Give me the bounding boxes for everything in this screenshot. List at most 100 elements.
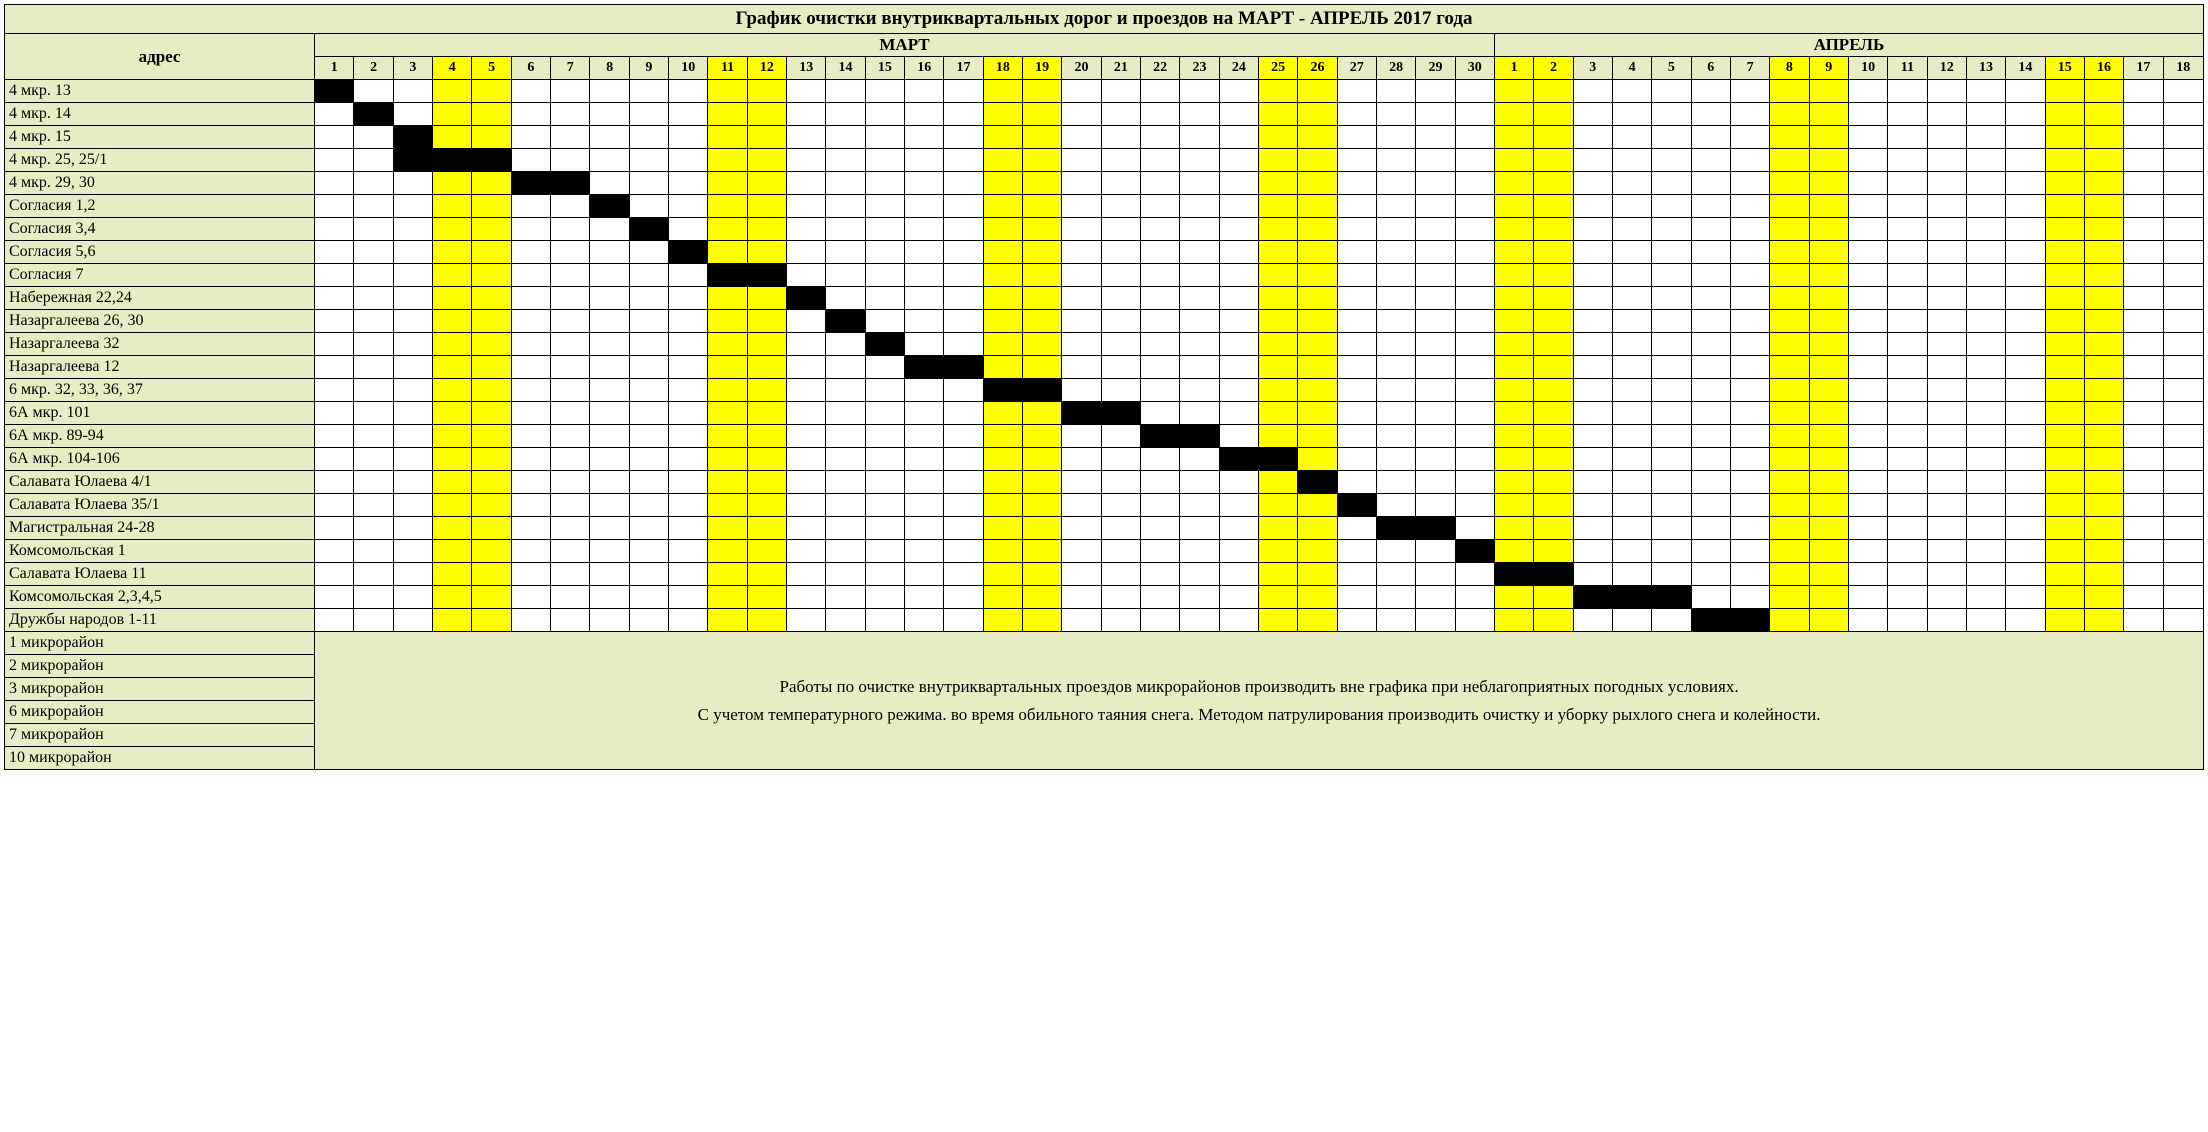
table-row: 6А мкр. 104-106 xyxy=(5,448,2204,471)
day-header: 12 xyxy=(1927,57,1966,80)
day-header: 6 xyxy=(511,57,550,80)
table-row: 4 мкр. 15 xyxy=(5,126,2204,149)
address-cell: 6 микрорайон xyxy=(5,701,315,724)
day-header: 4 xyxy=(433,57,472,80)
table-row: Согласия 5,6 xyxy=(5,241,2204,264)
day-header: 1 xyxy=(315,57,354,80)
day-header: 12 xyxy=(747,57,786,80)
address-cell: Согласия 1,2 xyxy=(5,195,315,218)
address-cell: Назаргалеева 26, 30 xyxy=(5,310,315,333)
address-cell: Салавата Юлаева 4/1 xyxy=(5,471,315,494)
table-row: Комсомольская 1 xyxy=(5,540,2204,563)
day-header: 14 xyxy=(2006,57,2045,80)
cleaning-schedule-table: График очистки внутриквартальных дорог и… xyxy=(4,4,2204,770)
day-header: 13 xyxy=(1966,57,2005,80)
table-row: Назаргалеева 26, 30 xyxy=(5,310,2204,333)
table-row: Салавата Юлаева 4/1 xyxy=(5,471,2204,494)
day-header: 27 xyxy=(1337,57,1376,80)
day-header: 25 xyxy=(1258,57,1297,80)
day-header: 7 xyxy=(551,57,590,80)
table-row: 4 мкр. 13 xyxy=(5,80,2204,103)
day-header: 21 xyxy=(1101,57,1140,80)
day-header: 3 xyxy=(1573,57,1612,80)
day-header: 28 xyxy=(1376,57,1415,80)
day-header: 13 xyxy=(787,57,826,80)
table-row: 4 мкр. 29, 30 xyxy=(5,172,2204,195)
address-cell: Салавата Юлаева 35/1 xyxy=(5,494,315,517)
table-row: 6 мкр. 32, 33, 36, 37 xyxy=(5,379,2204,402)
address-cell: 4 мкр. 15 xyxy=(5,126,315,149)
day-header: 24 xyxy=(1219,57,1258,80)
address-cell: 6А мкр. 89-94 xyxy=(5,425,315,448)
table-row: 6А мкр. 89-94 xyxy=(5,425,2204,448)
address-cell: Комсомольская 2,3,4,5 xyxy=(5,586,315,609)
address-cell: 6А мкр. 101 xyxy=(5,402,315,425)
day-header: 23 xyxy=(1180,57,1219,80)
address-cell: 6 мкр. 32, 33, 36, 37 xyxy=(5,379,315,402)
month-header-april: АПРЕЛЬ xyxy=(1494,34,2203,57)
address-cell: Дружбы народов 1-11 xyxy=(5,609,315,632)
address-cell: 1 микрорайон xyxy=(5,632,315,655)
day-header: 1 xyxy=(1494,57,1533,80)
table-row: Согласия 3,4 xyxy=(5,218,2204,241)
address-cell: 3 микрорайон xyxy=(5,678,315,701)
day-header: 20 xyxy=(1062,57,1101,80)
table-row: Согласия 1,2 xyxy=(5,195,2204,218)
day-header: 7 xyxy=(1730,57,1769,80)
day-header: 4 xyxy=(1612,57,1651,80)
address-cell: 7 микрорайон xyxy=(5,724,315,747)
table-row: Комсомольская 2,3,4,5 xyxy=(5,586,2204,609)
day-header: 5 xyxy=(1652,57,1691,80)
address-cell: 4 мкр. 25, 25/1 xyxy=(5,149,315,172)
day-header: 22 xyxy=(1141,57,1180,80)
table-row: 4 мкр. 25, 25/1 xyxy=(5,149,2204,172)
table-row: 1 микрорайонРаботы по очистке внутриквар… xyxy=(5,632,2204,655)
day-header: 18 xyxy=(2163,57,2203,80)
day-header: 11 xyxy=(1888,57,1927,80)
day-header: 3 xyxy=(393,57,432,80)
day-header: 19 xyxy=(1023,57,1062,80)
day-header: 2 xyxy=(1534,57,1573,80)
table-row: Набережная 22,24 xyxy=(5,287,2204,310)
day-header: 2 xyxy=(354,57,393,80)
address-cell: Согласия 7 xyxy=(5,264,315,287)
table-row: 4 мкр. 14 xyxy=(5,103,2204,126)
table-row: Салавата Юлаева 11 xyxy=(5,563,2204,586)
day-header: 14 xyxy=(826,57,865,80)
address-cell: Салавата Юлаева 11 xyxy=(5,563,315,586)
address-cell: Комсомольская 1 xyxy=(5,540,315,563)
address-cell: 4 мкр. 13 xyxy=(5,80,315,103)
table-row: Магистральная 24-28 xyxy=(5,517,2204,540)
address-cell: Согласия 5,6 xyxy=(5,241,315,264)
day-header: 8 xyxy=(1770,57,1809,80)
table-row: Назаргалеева 12 xyxy=(5,356,2204,379)
day-header: 30 xyxy=(1455,57,1494,80)
day-header: 26 xyxy=(1298,57,1337,80)
address-cell: Согласия 3,4 xyxy=(5,218,315,241)
month-header-march: МАРТ xyxy=(315,34,1495,57)
day-header: 16 xyxy=(905,57,944,80)
day-header: 17 xyxy=(944,57,983,80)
address-cell: 4 мкр. 14 xyxy=(5,103,315,126)
day-header: 11 xyxy=(708,57,747,80)
day-header: 15 xyxy=(865,57,904,80)
day-header: 18 xyxy=(983,57,1022,80)
address-cell: Назаргалеева 12 xyxy=(5,356,315,379)
address-cell: 4 мкр. 29, 30 xyxy=(5,172,315,195)
address-cell: 6А мкр. 104-106 xyxy=(5,448,315,471)
day-header: 9 xyxy=(1809,57,1848,80)
day-header: 17 xyxy=(2124,57,2163,80)
address-cell: Назаргалеева 32 xyxy=(5,333,315,356)
day-header: 10 xyxy=(1848,57,1887,80)
table-row: Согласия 7 xyxy=(5,264,2204,287)
day-header: 8 xyxy=(590,57,629,80)
day-header: 6 xyxy=(1691,57,1730,80)
day-header: 29 xyxy=(1416,57,1455,80)
table-row: Назаргалеева 32 xyxy=(5,333,2204,356)
address-cell: 2 микрорайон xyxy=(5,655,315,678)
table-row: 6А мкр. 101 xyxy=(5,402,2204,425)
table-row: Салавата Юлаева 35/1 xyxy=(5,494,2204,517)
table-title: График очистки внутриквартальных дорог и… xyxy=(5,5,2204,34)
address-cell: Набережная 22,24 xyxy=(5,287,315,310)
address-cell: 10 микрорайон xyxy=(5,747,315,770)
